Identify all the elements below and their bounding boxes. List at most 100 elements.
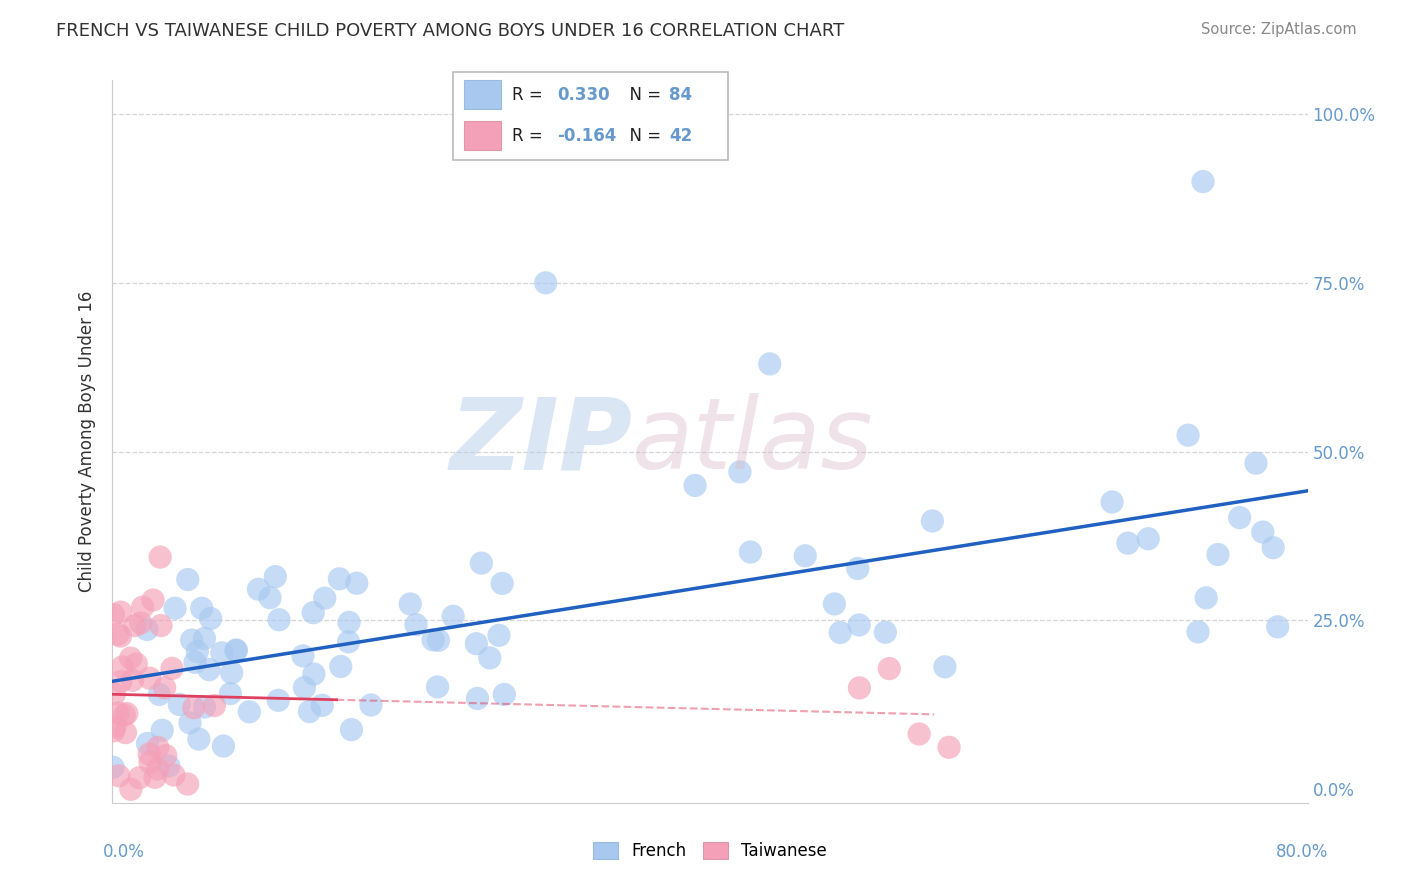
Point [1263, 541, 1285, 555]
Point [908, 727, 931, 741]
Point [200, 611, 222, 625]
Point [180, 633, 202, 648]
Point [328, 572, 350, 586]
Point [124, 618, 146, 632]
Text: ZIP: ZIP [450, 393, 633, 490]
Point [1192, 175, 1215, 189]
Point [683, 478, 706, 492]
Point [155, 748, 177, 763]
Point [337, 635, 360, 649]
Point [830, 625, 852, 640]
Text: 84: 84 [669, 86, 692, 103]
Point [136, 623, 159, 637]
Point [179, 715, 201, 730]
Bar [464, 80, 501, 109]
Point [467, 691, 489, 706]
Point [340, 723, 363, 737]
Point [534, 276, 557, 290]
Point [740, 545, 762, 559]
Point [176, 777, 198, 791]
Point [143, 770, 166, 784]
Point [1267, 620, 1289, 634]
Point [187, 732, 209, 747]
Point [157, 759, 180, 773]
Point [491, 576, 513, 591]
Point [441, 609, 464, 624]
Text: 80.0%: 80.0% [1277, 843, 1329, 861]
Bar [464, 121, 501, 150]
Text: atlas: atlas [633, 393, 875, 490]
Point [160, 661, 183, 675]
Point [314, 591, 336, 606]
Point [153, 681, 176, 695]
Point [938, 740, 960, 755]
Point [142, 593, 165, 607]
Point [150, 723, 173, 738]
Point [186, 645, 208, 659]
Point [204, 698, 226, 713]
Point [120, 782, 142, 797]
Point [1244, 456, 1267, 470]
Point [267, 613, 290, 627]
Point [794, 549, 817, 563]
Point [470, 556, 492, 570]
Point [107, 627, 129, 641]
Point [329, 659, 352, 673]
Point [169, 698, 191, 712]
Point [848, 681, 870, 695]
Point [292, 648, 315, 663]
Point [183, 700, 205, 714]
Point [1116, 536, 1139, 550]
Text: R =: R = [512, 86, 548, 103]
Point [198, 663, 221, 677]
Point [360, 698, 382, 712]
Point [422, 632, 444, 647]
Text: 42: 42 [669, 127, 693, 145]
Point [478, 651, 501, 665]
Point [346, 576, 368, 591]
Point [264, 569, 287, 583]
Point [149, 550, 172, 565]
Point [298, 705, 321, 719]
Text: 0.330: 0.330 [557, 86, 609, 103]
Point [302, 606, 325, 620]
Point [103, 723, 125, 738]
Point [138, 671, 160, 685]
Point [212, 739, 235, 753]
Point [139, 756, 162, 770]
Point [879, 662, 901, 676]
Point [148, 687, 170, 701]
Point [267, 693, 290, 707]
Point [759, 357, 782, 371]
Point [110, 674, 132, 689]
Point [405, 617, 427, 632]
Point [108, 769, 131, 783]
Point [426, 680, 449, 694]
Point [1229, 510, 1251, 524]
Point [150, 618, 173, 632]
Point [427, 633, 450, 648]
Point [399, 597, 422, 611]
Point [103, 607, 125, 622]
Point [488, 628, 510, 642]
Point [1101, 495, 1123, 509]
Point [337, 615, 360, 630]
Point [111, 660, 134, 674]
Point [238, 705, 260, 719]
Point [120, 651, 142, 665]
Point [846, 561, 869, 575]
Point [247, 582, 270, 597]
Point [136, 736, 159, 750]
Point [146, 762, 169, 776]
Point [184, 656, 207, 670]
Point [259, 591, 281, 605]
Point [112, 708, 135, 723]
Point [163, 601, 186, 615]
Point [129, 615, 152, 630]
Point [193, 700, 215, 714]
Text: FRENCH VS TAIWANESE CHILD POVERTY AMONG BOYS UNDER 16 CORRELATION CHART: FRENCH VS TAIWANESE CHILD POVERTY AMONG … [56, 22, 845, 40]
Point [115, 706, 138, 721]
Point [110, 629, 132, 643]
Point [221, 665, 243, 680]
Point [728, 465, 751, 479]
